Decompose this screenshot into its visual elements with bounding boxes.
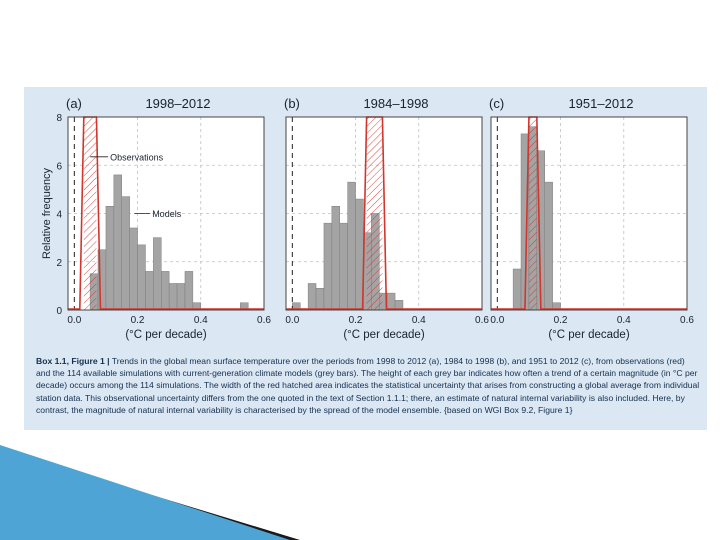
models-annotation: Models (152, 209, 182, 219)
y-tick-label: 2 (56, 258, 62, 269)
x-tick-label: 0.0 (285, 315, 299, 326)
plot-frame (490, 116, 688, 311)
chart-panel-3 (490, 116, 688, 311)
histogram-bar (386, 292, 396, 311)
histogram-bar (153, 237, 162, 311)
plot-frame (67, 116, 265, 311)
y-tick-label: 4 (56, 210, 62, 221)
histogram-bar (512, 268, 522, 311)
histogram-bar (137, 244, 146, 311)
histogram-bar (331, 206, 340, 311)
panel-title: 1984–1998 (363, 96, 428, 111)
panel-title: 1951–2012 (568, 96, 633, 111)
y-axis-label: Relative frequency (41, 167, 53, 259)
panel-label: (c) (489, 96, 504, 111)
y-tick-label: 8 (56, 113, 62, 124)
observation-band (528, 117, 537, 310)
histogram-bar (544, 181, 553, 311)
histogram-bar (129, 227, 138, 311)
x-tick-label: 0.4 (617, 315, 631, 326)
x-tick-label: 0.4 (412, 315, 426, 326)
histogram-bar (347, 181, 356, 311)
decor-blue-wedge (0, 445, 290, 540)
histogram-bar (168, 283, 178, 311)
histogram-bar (307, 283, 317, 311)
histogram-bar (323, 222, 333, 311)
histogram-bar (176, 283, 186, 311)
x-axis-label: (°C per decade) (125, 329, 206, 341)
histogram-bar (113, 174, 122, 311)
x-tick-label: 0.2 (131, 315, 145, 326)
histogram-bar (339, 222, 348, 311)
histogram-chart: 0.0 0.2 0.4 0.6 (°C per decade) (a) 1998–2012 0… (41, 96, 694, 341)
y-tick-label: 0 (56, 306, 62, 317)
x-tick-label: 0.6 (257, 315, 271, 326)
histogram-bar (161, 271, 170, 311)
x-tick-label: 0.2 (554, 315, 568, 326)
x-tick-label: 0.0 (67, 315, 81, 326)
observation-band (366, 117, 383, 310)
histogram-bar (145, 271, 154, 311)
x-axis-label: (°C per decade) (548, 329, 629, 341)
x-tick-label: 0.6 (475, 315, 489, 326)
histogram-bar (105, 206, 115, 311)
y-tick-label: 6 (56, 161, 62, 172)
histogram-bar (315, 288, 325, 311)
figure-panel: 0.0 0.2 0.4 0.6 (°C per decade) (a) 1998–2012 0… (24, 87, 707, 430)
x-tick-label: 0.2 (349, 315, 363, 326)
x-tick-label: 0.0 (490, 315, 504, 326)
chart-panel-2 (285, 116, 483, 311)
panel-title: 1998–2012 (145, 96, 210, 111)
caption-label: Box 1.1, Figure 1 | (36, 356, 110, 366)
panel-label: (a) (66, 96, 82, 111)
observation-band (83, 117, 97, 310)
figure-caption: Box 1.1, Figure 1 | Trends in the global… (36, 355, 700, 416)
slide-decoration (0, 445, 300, 540)
caption-text: Trends in the global mean surface temper… (36, 356, 700, 415)
x-axis-label: (°C per decade) (343, 329, 424, 341)
x-tick-label: 0.4 (194, 315, 208, 326)
histogram-bar (121, 196, 130, 311)
histogram-bar (184, 271, 194, 311)
x-tick-label: 0.6 (680, 315, 694, 326)
chart-panel-1 (67, 116, 265, 311)
plot-frame (285, 116, 483, 311)
observations-annotation: Observations (110, 152, 164, 162)
panel-label: (b) (284, 96, 300, 111)
